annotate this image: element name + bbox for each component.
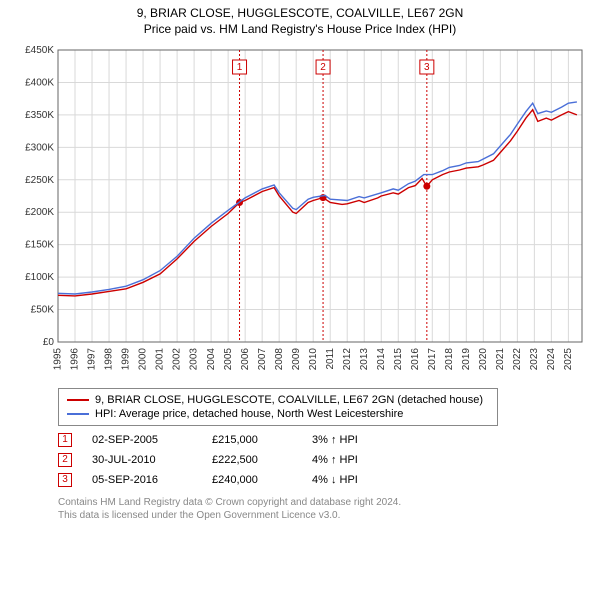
x-tick-label: 2012 — [342, 347, 353, 370]
x-tick-label: 1996 — [70, 347, 81, 370]
y-tick-label: £0 — [43, 337, 55, 348]
x-tick-label: 2020 — [478, 347, 489, 370]
event-hpi: 3% ↑ HPI — [312, 434, 402, 446]
y-tick-label: £400K — [25, 77, 54, 88]
y-tick-label: £350K — [25, 109, 54, 120]
event-date: 05-SEP-2016 — [92, 474, 192, 486]
legend-label: 9, BRIAR CLOSE, HUGGLESCOTE, COALVILLE, … — [95, 394, 483, 406]
line-chart-svg: £0 £50K £100K £150K £200K £250K £300K £350K £400… — [10, 42, 590, 382]
x-tick-label: 2022 — [512, 347, 523, 370]
legend-swatch — [67, 413, 89, 415]
event-price: £222,500 — [212, 454, 292, 466]
legend-row: HPI: Average price, detached house, Nort… — [67, 407, 489, 421]
x-tick-label: 2014 — [376, 347, 387, 370]
x-tick-label: 2021 — [495, 347, 506, 370]
event-hpi: 4% ↑ HPI — [312, 454, 402, 466]
event-marker-number: 2 — [320, 62, 326, 73]
event-date: 30-JUL-2010 — [92, 454, 192, 466]
chart-container: 9, BRIAR CLOSE, HUGGLESCOTE, COALVILLE, … — [0, 0, 600, 590]
x-tick-label: 2007 — [257, 347, 268, 370]
x-tick-label: 2025 — [563, 347, 574, 370]
event-marker-number: 1 — [237, 62, 243, 73]
x-tick-label: 2015 — [393, 347, 404, 370]
x-tick-label: 2008 — [274, 347, 285, 370]
x-tick-label: 2004 — [206, 347, 217, 370]
x-tick-label: 2002 — [172, 347, 183, 370]
y-tick-label: £100K — [25, 272, 54, 283]
event-hpi: 4% ↓ HPI — [312, 474, 402, 486]
x-tick-label: 2023 — [529, 347, 540, 370]
license-text: Contains HM Land Registry data © Crown c… — [58, 496, 590, 522]
x-tick-label: 2006 — [240, 347, 251, 370]
event-date: 02-SEP-2005 — [92, 434, 192, 446]
x-tick-label: 2016 — [410, 347, 421, 370]
event-row-marker: 2 — [58, 453, 72, 467]
legend-swatch — [67, 399, 89, 401]
event-price: £215,000 — [212, 434, 292, 446]
x-tick-label: 2018 — [444, 347, 455, 370]
license-line2: This data is licensed under the Open Gov… — [58, 509, 590, 522]
event-row-marker: 3 — [58, 473, 72, 487]
legend-label: HPI: Average price, detached house, Nort… — [95, 408, 403, 420]
x-tick-label: 2001 — [155, 347, 166, 370]
event-row: 1 02-SEP-2005 £215,000 3% ↑ HPI — [58, 430, 590, 450]
x-tick-label: 2024 — [546, 347, 557, 370]
events-table: 1 02-SEP-2005 £215,000 3% ↑ HPI 2 30-JUL-2010… — [58, 430, 590, 490]
x-tick-label: 2000 — [138, 347, 149, 370]
event-row-marker: 1 — [58, 433, 72, 447]
event-marker-number: 3 — [424, 62, 430, 73]
y-tick-label: £300K — [25, 142, 54, 153]
x-tick-label: 1997 — [87, 347, 98, 370]
x-tick-label: 2005 — [223, 347, 234, 370]
legend-row: 9, BRIAR CLOSE, HUGGLESCOTE, COALVILLE, … — [67, 393, 489, 407]
event-price: £240,000 — [212, 474, 292, 486]
y-tick-label: £50K — [31, 304, 55, 315]
y-tick-label: £450K — [25, 45, 54, 56]
event-row: 3 05-SEP-2016 £240,000 4% ↓ HPI — [58, 470, 590, 490]
x-tick-label: 1995 — [53, 347, 64, 370]
x-tick-label: 2019 — [461, 347, 472, 370]
legend-box: 9, BRIAR CLOSE, HUGGLESCOTE, COALVILLE, … — [58, 388, 498, 426]
y-tick-label: £250K — [25, 174, 54, 185]
x-tick-label: 2010 — [308, 347, 319, 370]
chart-title-line1: 9, BRIAR CLOSE, HUGGLESCOTE, COALVILLE, … — [10, 6, 590, 22]
license-line1: Contains HM Land Registry data © Crown c… — [58, 496, 590, 509]
x-tick-label: 2009 — [291, 347, 302, 370]
chart-title-line2: Price paid vs. HM Land Registry's House … — [10, 22, 590, 36]
y-tick-label: £150K — [25, 239, 54, 250]
event-row: 2 30-JUL-2010 £222,500 4% ↑ HPI — [58, 450, 590, 470]
y-tick-label: £200K — [25, 207, 54, 218]
chart-plot-area: £0 £50K £100K £150K £200K £250K £300K £350K £400… — [10, 42, 590, 382]
x-tick-label: 2011 — [325, 347, 336, 369]
x-tick-label: 2013 — [359, 347, 370, 370]
x-tick-label: 2017 — [427, 347, 438, 370]
x-tick-label: 1998 — [104, 347, 115, 370]
x-tick-label: 2003 — [189, 347, 200, 370]
x-tick-label: 1999 — [121, 347, 132, 370]
